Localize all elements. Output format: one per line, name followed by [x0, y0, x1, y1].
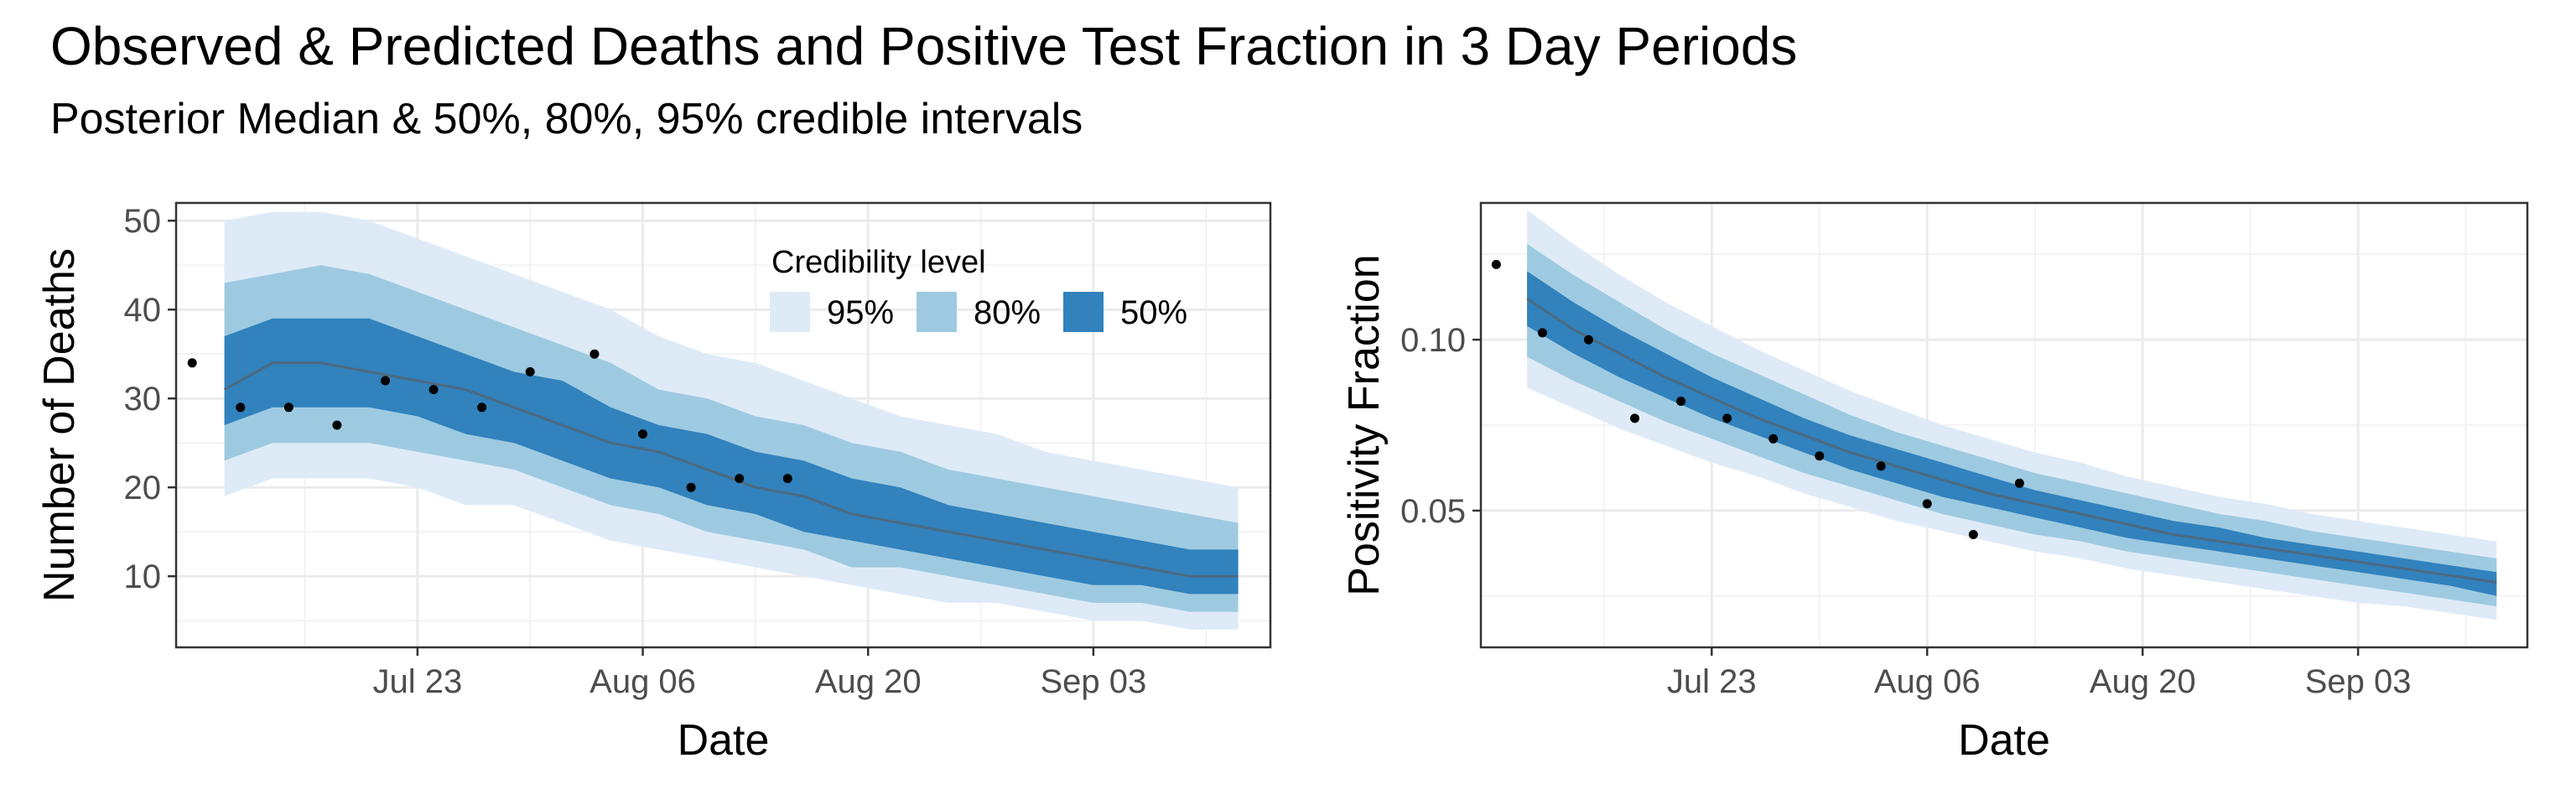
x-tick-label: Jul 23	[1667, 663, 1757, 700]
x-tick-label: Aug 20	[815, 663, 922, 700]
median-line	[223, 361, 1239, 578]
x-tick-label: Sep 03	[1041, 663, 1147, 700]
observed-point	[380, 376, 390, 386]
observed-point	[1968, 529, 1978, 539]
legend-swatch-95	[770, 292, 810, 332]
observed-point	[1876, 461, 1886, 471]
legend-label-50: 50%	[1120, 294, 1187, 331]
observed-point	[1630, 413, 1640, 423]
observed-point	[686, 482, 696, 492]
observed-point	[2014, 478, 2024, 488]
y-tick-label: 0.05	[1400, 493, 1466, 530]
y-axis-title: Number of Deaths	[35, 248, 84, 602]
x-tick-label: Aug 06	[589, 663, 696, 700]
deaths-panel: 10 20 30 40 50 Jul 23 Aug 06 Aug 20 Sep 03 Date Nu…	[35, 201, 1272, 765]
chart-title: Observed & Predicted Deaths and Positive…	[50, 16, 1798, 76]
x-axis-title: Date	[1958, 716, 2050, 765]
positivity-panel: 0.05 0.10 Jul 23 Aug 06 Aug 20 Sep 03 Date Posi…	[1340, 201, 2529, 765]
y-tick-label: 30	[124, 381, 162, 418]
y-tick-label: 40	[124, 292, 162, 329]
observed-point	[283, 402, 293, 413]
observed-point	[1491, 259, 1501, 269]
observed-point	[735, 474, 745, 484]
observed-point	[1722, 413, 1732, 423]
observed-point	[589, 349, 600, 359]
ribbon-50	[1527, 271, 2497, 596]
observed-point	[1583, 335, 1593, 345]
legend: Credibility level 95% 80% 50%	[770, 245, 1187, 332]
x-tick-label: Jul 23	[372, 663, 462, 700]
observed-point	[477, 402, 487, 413]
median-line	[1526, 297, 2497, 584]
observed-point	[428, 385, 439, 395]
observed-point	[332, 420, 342, 430]
legend-title: Credibility level	[771, 245, 986, 280]
ribbon-50	[224, 318, 1239, 595]
y-axis-title: Positivity Fraction	[1340, 254, 1389, 595]
observed-point	[1537, 328, 1547, 338]
observed-point	[782, 474, 792, 484]
y-tick-label: 50	[124, 203, 162, 240]
legend-label-95: 95%	[827, 294, 894, 331]
observed-point	[1768, 434, 1779, 444]
y-tick-label: 20	[124, 470, 162, 506]
chart-subtitle: Posterior Median & 50%, 80%, 95% credibl…	[50, 95, 1083, 143]
ribbon-95	[1527, 210, 2497, 621]
panel-border	[174, 201, 1272, 649]
x-tick-label: Aug 20	[2090, 663, 2196, 700]
legend-label-80: 80%	[974, 294, 1041, 331]
observed-point	[187, 358, 197, 368]
observed-point	[1676, 396, 1686, 406]
x-tick-label: Sep 03	[2305, 663, 2412, 700]
observed-point	[236, 402, 246, 413]
panel-border	[1479, 201, 2529, 649]
y-tick-label: 10	[124, 558, 162, 595]
observed-point	[1815, 451, 1825, 461]
observed-point	[1922, 499, 1932, 509]
legend-swatch-80	[917, 292, 957, 332]
y-tick-label: 0.10	[1400, 322, 1466, 359]
legend-swatch-50	[1063, 292, 1104, 332]
x-axis-title: Date	[678, 716, 770, 765]
x-tick-label: Aug 06	[1874, 663, 1981, 700]
observed-point	[525, 366, 535, 377]
observed-point	[638, 429, 648, 439]
